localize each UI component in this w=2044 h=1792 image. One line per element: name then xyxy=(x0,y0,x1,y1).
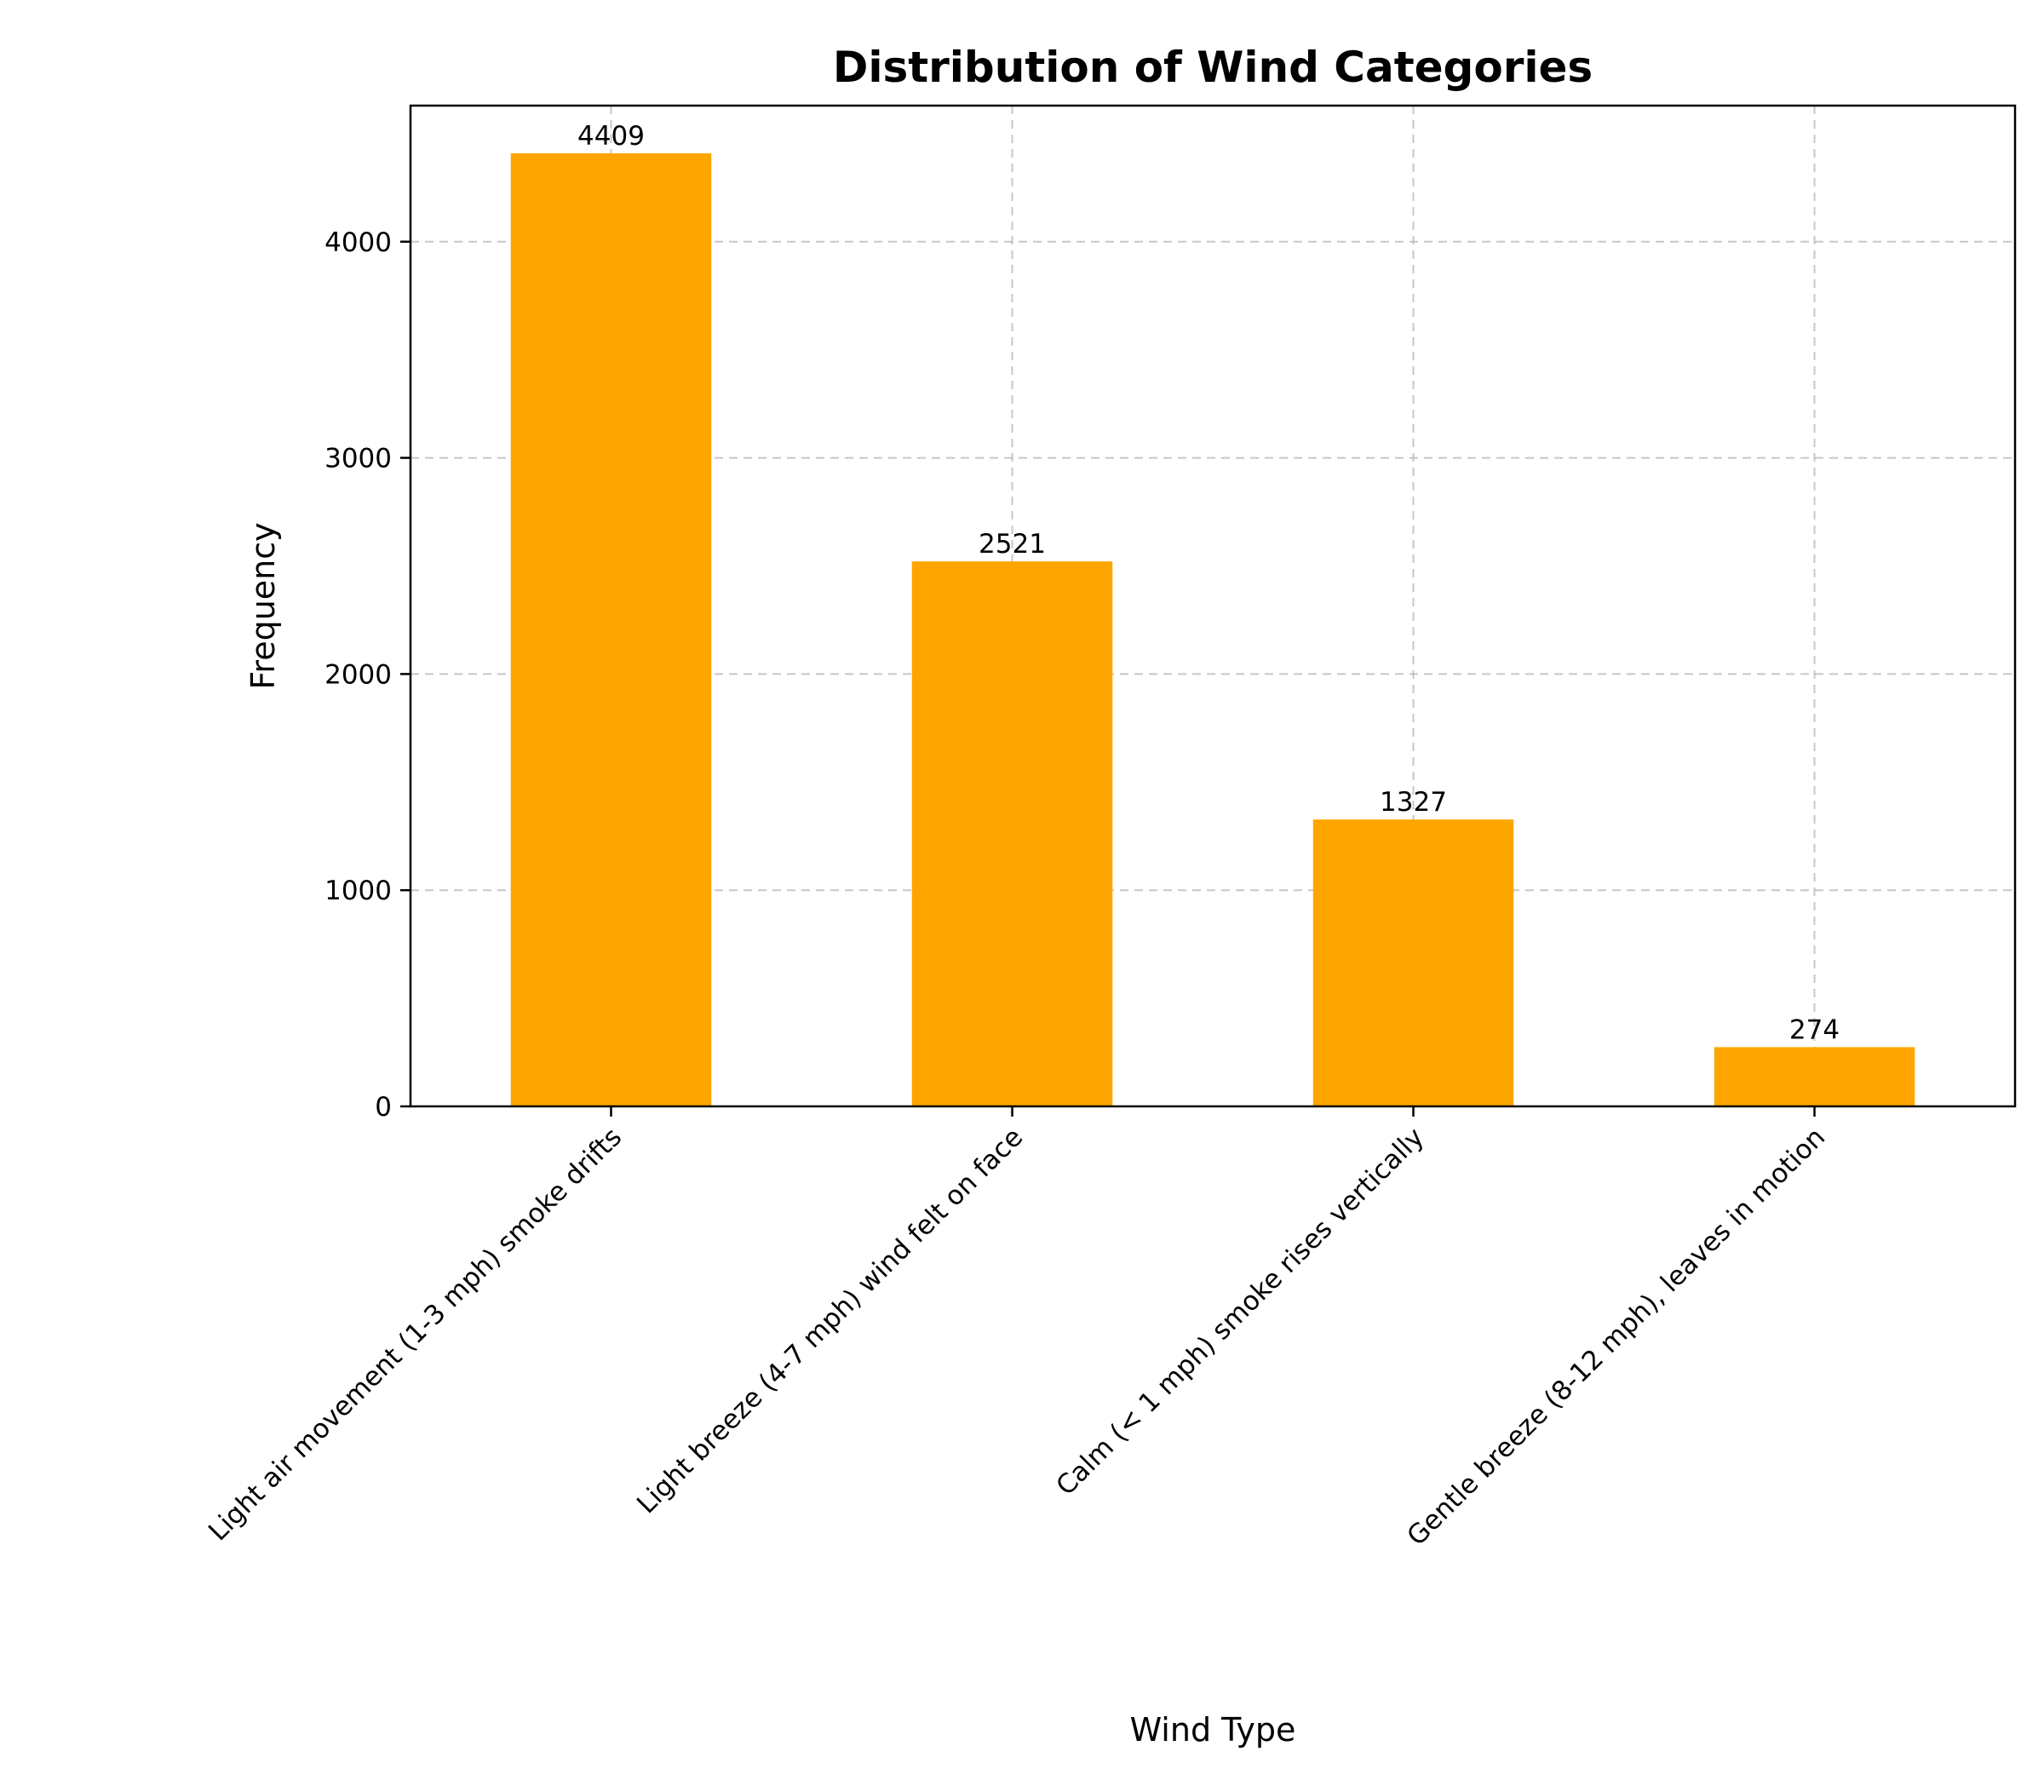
data-label: 1327 xyxy=(1380,787,1447,818)
bar xyxy=(510,152,712,1106)
data-label: 274 xyxy=(1789,1014,1840,1045)
y-tick-label: 0 xyxy=(375,1092,392,1123)
data-label: 2521 xyxy=(979,529,1046,560)
bar xyxy=(1312,819,1514,1106)
x-tick-label: Gentle breeze (8-12 mph), leaves in moti… xyxy=(1401,1122,1831,1552)
x-axis-label: Wind Type xyxy=(1130,1711,1296,1749)
bar xyxy=(911,561,1113,1106)
bar xyxy=(1714,1047,1915,1106)
chart-title: Distribution of Wind Categories xyxy=(833,43,1593,92)
x-tick-label: Light air movement (1-3 mph) smoke drift… xyxy=(203,1122,628,1547)
bar-layer xyxy=(510,152,1915,1106)
x-tick-label: Light breeze (4-7 mph) wind felt on face xyxy=(631,1122,1029,1519)
plot-area-frame xyxy=(409,104,2017,1108)
x-tick-label: Calm (< 1 mph) smoke rises vertically xyxy=(1050,1122,1430,1502)
y-tick-label: 4000 xyxy=(324,227,392,258)
y-tick-label: 1000 xyxy=(324,876,392,906)
y-axis-label: Frequency xyxy=(244,522,282,689)
y-tick-label: 3000 xyxy=(324,444,392,474)
data-label-layer: 4409 2521 1327 274 xyxy=(577,121,1840,1046)
y-tick-label: 2000 xyxy=(324,659,392,690)
data-label: 4409 xyxy=(577,121,645,152)
